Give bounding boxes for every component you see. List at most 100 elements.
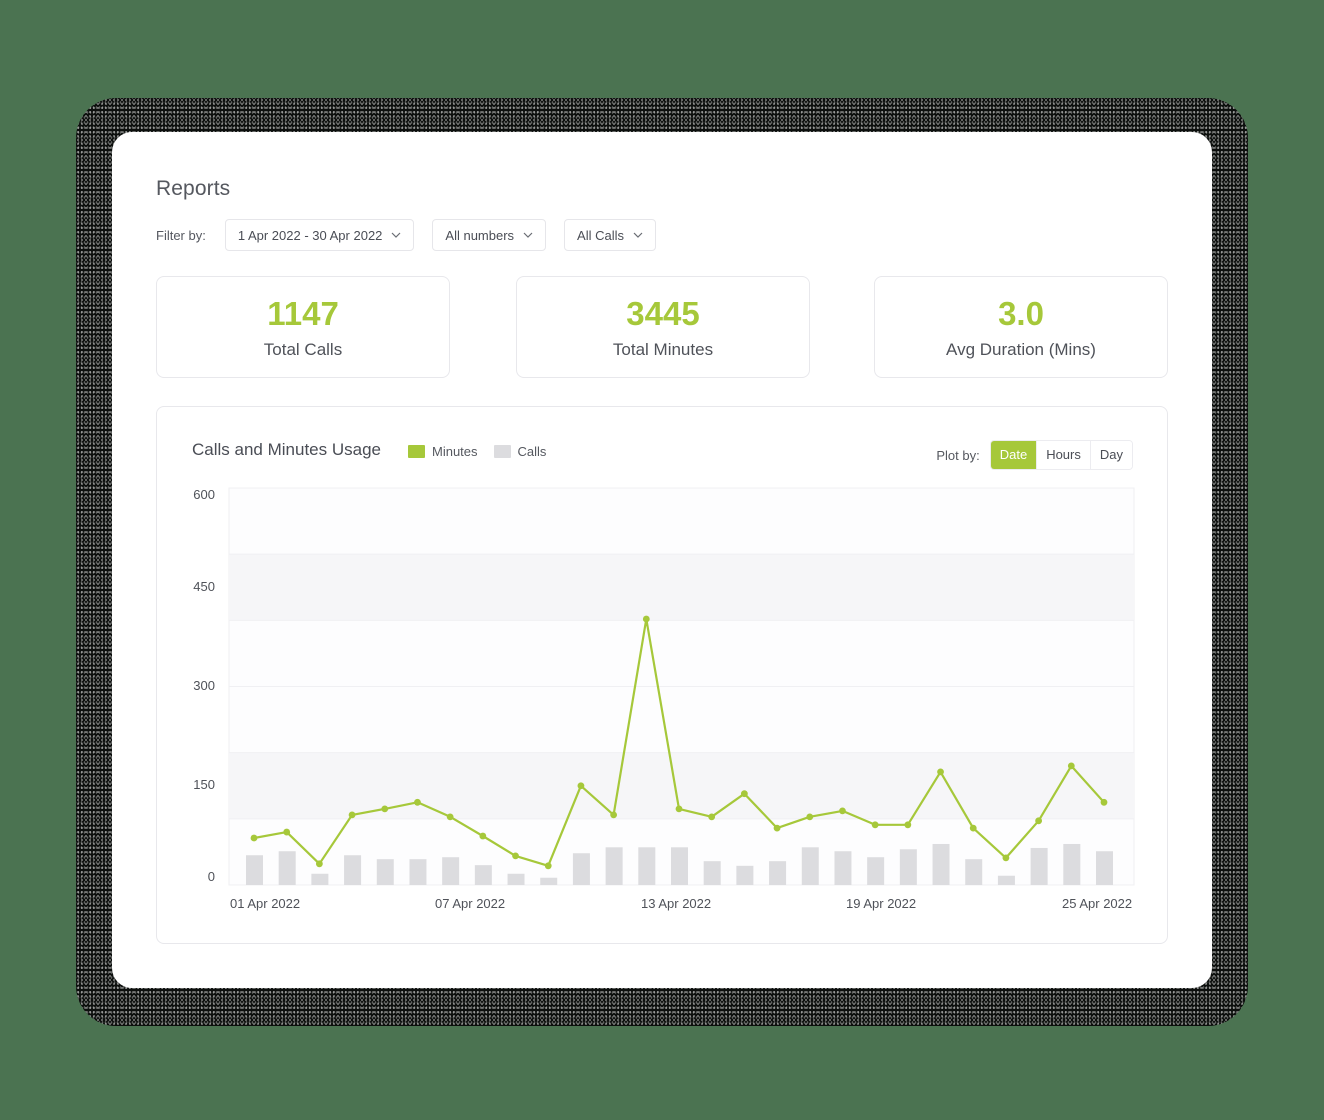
minutes-point [904,821,912,829]
calls-bar [899,849,917,885]
minutes-point [283,828,291,836]
minutes-point [1100,798,1108,806]
calls-bar [703,861,721,885]
call-type-value: All Calls [577,227,625,243]
reports-card: Reports Filter by: 1 Apr 2022 - 30 Apr 2… [112,132,1212,988]
minutes-point [610,811,618,819]
minutes-point [1002,854,1010,862]
minutes-point [479,832,487,840]
plot-by-date-button[interactable]: Date [990,441,1037,469]
minutes-point [414,798,421,806]
plot-by-segmented: Date Hours Day [989,440,1133,470]
calls-bar [344,855,362,885]
minutes-point [577,782,585,790]
minutes-point [740,790,748,798]
date-range-dropdown[interactable]: 1 Apr 2022 - 30 Apr 2022 [224,219,415,251]
calls-bar [278,851,296,885]
call-type-dropdown[interactable]: All Calls [564,219,657,251]
x-axis-label: 01 Apr 2022 [230,896,301,911]
plot-by-control: Plot by: Date Hours Day [936,440,1133,470]
calls-bar [769,861,787,885]
plot-by-label: Plot by: [936,447,980,463]
legend-item-calls[interactable]: Calls [493,444,547,459]
minutes-point [1067,762,1075,770]
calls-bar [605,847,623,885]
calls-bar [376,859,394,885]
calls-bar [1063,843,1081,885]
filter-label: Filter by: [156,227,206,243]
calls-swatch-icon [493,445,511,458]
chart-title: Calls and Minutes Usage [192,440,381,459]
x-axis-label: 07 Apr 2022 [435,896,506,911]
minutes-point [1035,817,1043,825]
chevron-down-icon [391,232,401,238]
plot-by-day-button[interactable]: Day [1089,441,1132,469]
calls-bar [965,859,983,885]
calls-bar [834,851,852,885]
minutes-point [446,813,454,821]
minutes-point [773,824,781,832]
calls-bar [572,853,590,885]
calls-bar [867,857,885,885]
stat-label: Total Calls [263,340,343,359]
minutes-point [315,860,323,868]
stat-card-avg-duration: 3.0 Avg Duration (Mins) [874,276,1168,378]
stat-value: 3.0 [998,295,1044,332]
stat-label: Total Minutes [612,340,714,359]
plot-by-hours-button[interactable]: Hours [1036,441,1090,469]
calls-bar [801,847,819,885]
stat-value: 3445 [626,295,700,332]
minutes-point [348,811,356,819]
minutes-point [969,824,977,832]
calls-bar [1030,847,1048,885]
minutes-point [806,813,814,821]
filter-bar: Filter by: 1 Apr 2022 - 30 Apr 2022 All … [156,218,674,252]
x-axis-label: 13 Apr 2022 [641,896,712,911]
calls-bar [246,855,263,885]
minutes-point [512,852,519,860]
calls-bar [507,873,525,885]
minutes-point [708,813,716,821]
minutes-point [675,805,683,813]
stat-card-total-calls: 1147 Total Calls [156,276,450,378]
legend-label: Calls [517,444,547,459]
minutes-point [937,768,944,776]
numbers-dropdown[interactable]: All numbers [432,219,547,251]
calls-bar [997,875,1015,885]
x-axis-label: 19 Apr 2022 [846,896,917,911]
calls-bar [442,857,460,885]
stat-label: Avg Duration (Mins) [946,340,1096,359]
calls-bar [638,847,656,885]
stat-value: 1147 [267,295,339,332]
minutes-swatch-icon [408,445,425,458]
stats-row: 1147 Total Calls 3445 Total Minutes 3.0 … [156,276,1168,378]
chevron-down-icon [633,232,643,238]
chevron-down-icon [523,232,533,238]
usage-chart-panel: Calls and Minutes Usage Minutes Calls Pl… [156,406,1168,944]
y-axis-label: 0 [207,869,215,884]
minutes-point [871,821,879,829]
calls-bar [474,865,492,885]
calls-bar [540,877,558,885]
minutes-point [544,862,552,870]
page-title: Reports [156,177,231,200]
date-range-value: 1 Apr 2022 - 30 Apr 2022 [237,227,383,243]
y-axis-label: 150 [193,777,215,792]
legend-item-minutes[interactable]: Minutes [408,444,478,459]
minutes-point [839,807,846,815]
calls-bar [311,873,329,885]
numbers-value: All numbers [445,227,515,243]
stat-card-total-minutes: 3445 Total Minutes [516,276,810,378]
minutes-point [250,834,258,842]
legend-label: Minutes [432,444,478,459]
minutes-point [381,805,389,813]
y-axis-label: 300 [193,678,215,693]
x-axis-label: 25 Apr 2022 [1062,896,1133,911]
calls-bar [736,865,754,885]
chart-svg [228,487,1135,886]
calls-bar [671,847,688,885]
grid-band [229,554,1134,621]
calls-bar [1096,851,1113,885]
y-axis-label: 450 [193,579,215,594]
chart-legend: Minutes Calls [408,444,562,459]
